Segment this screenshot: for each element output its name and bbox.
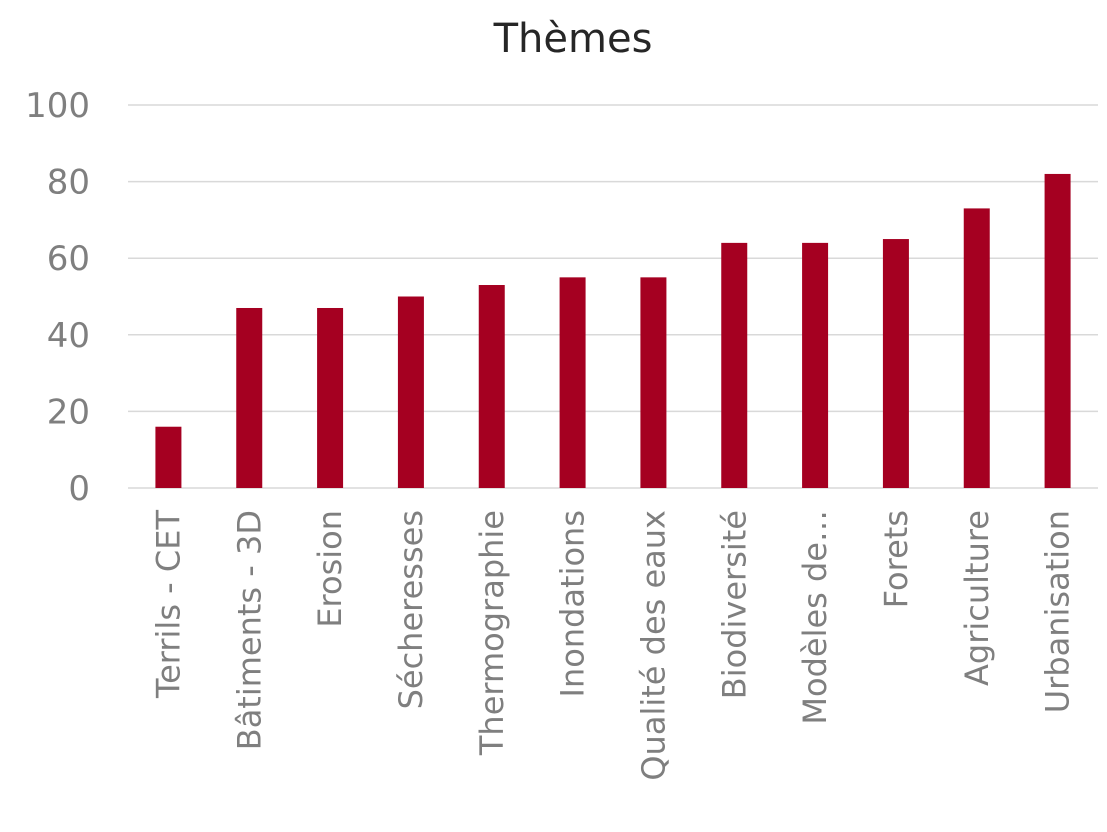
bar <box>559 277 586 488</box>
bar <box>802 242 829 488</box>
y-tick-label: 20 <box>47 392 90 432</box>
bar <box>155 426 182 488</box>
bar <box>397 296 424 488</box>
gridlines <box>128 104 1098 489</box>
x-tick-label: Inondations <box>554 510 592 697</box>
bar <box>721 242 748 488</box>
y-tick-label: 40 <box>47 316 90 356</box>
bars <box>155 173 1071 488</box>
y-tick-label: 60 <box>47 239 90 279</box>
x-tick-label: Agriculture <box>958 510 996 686</box>
y-tick-label: 0 <box>68 469 90 509</box>
x-tick-label: Urbanisation <box>1039 510 1077 713</box>
x-tick-label: Erosion <box>311 510 349 628</box>
chart-title: Thèmes <box>493 16 653 62</box>
x-tick-label: Terrils - CET <box>149 510 187 699</box>
x-tick-label: Biodiversité <box>715 510 753 699</box>
x-tick-label: Modèles de… <box>796 510 834 725</box>
y-tick-label: 80 <box>47 163 90 203</box>
bar <box>1044 173 1071 488</box>
y-axis-ticks: 0 20 40 60 80 100 <box>25 86 90 509</box>
x-tick-label: Thermographie <box>473 510 511 756</box>
bar <box>963 208 990 488</box>
bar <box>478 285 505 488</box>
bar <box>882 239 909 488</box>
x-tick-label: Bâtiments - 3D <box>230 510 268 750</box>
x-tick-label: Sécheresses <box>392 510 430 709</box>
x-axis-ticks: Terrils - CET Bâtiments - 3D Erosion Sécher… <box>149 510 1076 781</box>
x-tick-label: Qualité des eaux <box>634 510 672 781</box>
x-tick-label: Forets <box>877 510 915 608</box>
bar <box>317 307 344 488</box>
bar <box>236 307 263 488</box>
bar <box>640 277 667 488</box>
y-tick-label: 100 <box>25 86 90 126</box>
